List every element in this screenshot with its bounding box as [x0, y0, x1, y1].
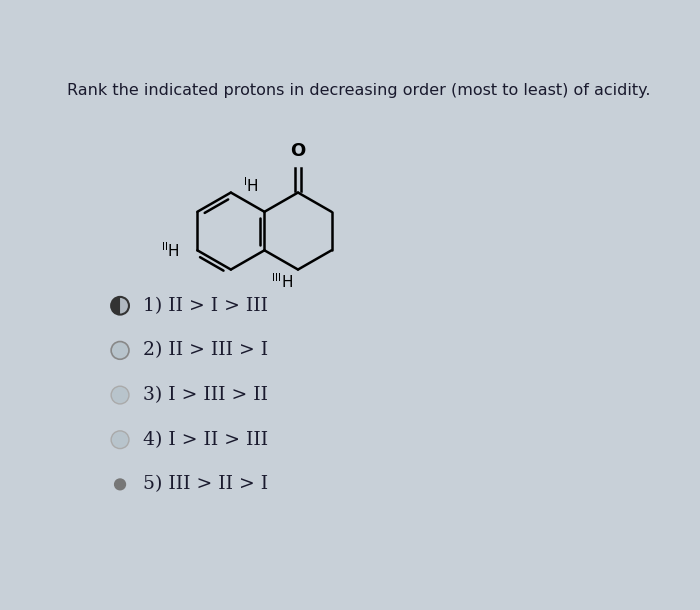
- Text: 3) I > III > II: 3) I > III > II: [144, 386, 268, 404]
- Text: Rank the indicated protons in decreasing order (most to least) of acidity.: Rank the indicated protons in decreasing…: [67, 83, 650, 98]
- Circle shape: [111, 297, 129, 315]
- Circle shape: [111, 431, 129, 448]
- Text: 2) II > III > I: 2) II > III > I: [144, 342, 268, 359]
- Text: $\mathsf{^{II}}$H: $\mathsf{^{II}}$H: [162, 241, 181, 260]
- Text: $\mathsf{^{III}}$H: $\mathsf{^{III}}$H: [271, 272, 293, 290]
- Wedge shape: [111, 297, 120, 315]
- Circle shape: [111, 342, 129, 359]
- Text: 4) I > II > III: 4) I > II > III: [144, 431, 268, 449]
- Text: 5) III > II > I: 5) III > II > I: [144, 475, 268, 493]
- Text: O: O: [290, 142, 306, 160]
- Circle shape: [115, 479, 125, 490]
- Text: 1) II > I > III: 1) II > I > III: [144, 296, 268, 315]
- Text: $\mathsf{^I}$H: $\mathsf{^I}$H: [243, 176, 258, 195]
- Circle shape: [111, 386, 129, 404]
